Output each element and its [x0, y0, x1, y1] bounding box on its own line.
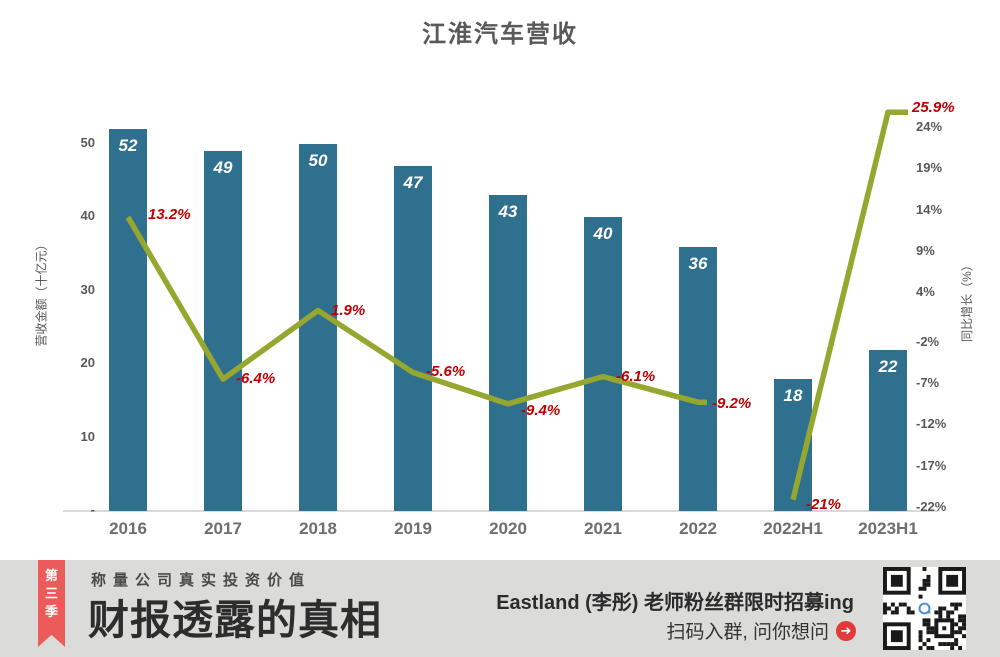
right-axis-tick-label: -17%: [916, 457, 947, 473]
right-axis-tick-label: 24%: [916, 119, 943, 134]
y-axis-tick-label: 20: [80, 355, 95, 371]
qr-code: [883, 567, 966, 650]
recruit-text: Eastland (李彤) 老师粉丝群限时招募ing: [496, 592, 854, 614]
y-axis-tick-label: 10: [80, 428, 95, 444]
x-axis-label: 2017: [204, 519, 242, 538]
bar-value-label: 22: [878, 356, 898, 376]
bar-value-label: 43: [498, 202, 518, 222]
revenue-bar: 22: [869, 349, 907, 511]
growth-value-label: -5.6%: [426, 363, 466, 381]
right-axis-tick-label: 14%: [916, 201, 943, 217]
x-axis-label: 2020: [489, 519, 527, 538]
x-axis-label: 2022: [679, 519, 717, 538]
growth-value-label: -9.4%: [521, 401, 561, 419]
x-axis-label: 2016: [109, 519, 147, 538]
growth-value-label: -6.1%: [616, 367, 656, 385]
bar-value-label: 36: [688, 253, 708, 273]
right-axis-tick-label: -12%: [916, 416, 947, 432]
right-axis-tick-label: 9%: [916, 242, 935, 258]
scan-row: 扫码入群, 问你想问 ➜: [666, 617, 856, 644]
ribbon-char: 季: [44, 604, 58, 619]
y-axis-tick-label: 40: [80, 208, 95, 224]
revenue-bar: 47: [394, 166, 432, 511]
x-axis-label: 2023H1: [858, 519, 918, 538]
left-axis-title: 营收金额（十亿元）: [34, 238, 49, 347]
revenue-bar: 50: [299, 144, 337, 511]
bar-value-label: 18: [783, 385, 803, 405]
revenue-bar: 36: [679, 246, 717, 511]
footer-banner: 第三季 称量公司真实投资价值 财报透露的真相 Eastland (李彤) 老师粉…: [0, 560, 1000, 657]
bar-value-label: 52: [118, 136, 138, 156]
x-axis-label: 2022H1: [763, 519, 823, 538]
right-axis-tick-label: 19%: [916, 160, 943, 176]
banner-title: 财报透露的真相: [88, 597, 382, 643]
right-axis-tick-label: -22%: [916, 498, 947, 514]
banner-tagline: 称量公司真实投资价值: [91, 572, 312, 589]
bar-value-label: 50: [308, 151, 328, 170]
y-axis-tick-label: 30: [80, 281, 95, 297]
y-axis-tick-label: -: [90, 502, 95, 517]
growth-value-label: -9.2%: [712, 395, 752, 413]
season-ribbon: 第三季: [38, 560, 65, 647]
ribbon-char: 三: [44, 586, 58, 601]
bar-value-label: 49: [213, 158, 233, 178]
x-axis-label: 2021: [584, 519, 622, 538]
revenue-chart: 江淮汽车营收 营收金额（十亿元） 同比增长（%） 50 40 30 20 10 - 24% 1…: [34, 21, 974, 538]
bar-value-label: 40: [593, 224, 613, 244]
revenue-bar: 49: [204, 151, 242, 511]
x-axis-label: 2018: [299, 519, 337, 538]
y-axis-tick-label: 50: [80, 135, 95, 150]
growth-value-label: 13.2%: [148, 206, 191, 224]
growth-value-label: -21%: [806, 495, 842, 513]
revenue-bar: 52: [109, 129, 147, 511]
right-axis-title: 同比增长（%）: [959, 259, 974, 342]
x-axis-line: [63, 510, 938, 512]
revenue-bar: 43: [489, 195, 527, 511]
revenue-bar: 40: [584, 217, 622, 511]
revenue-bar: 18: [774, 378, 812, 511]
growth-value-label: -6.4%: [236, 370, 276, 388]
right-axis-tick-label: 4%: [916, 284, 935, 300]
ribbon-char: 第: [44, 568, 58, 583]
right-axis-tick-label: -7%: [916, 375, 940, 391]
growth-value-label: 25.9%: [912, 99, 955, 117]
x-axis-label: 2019: [394, 519, 432, 538]
chart-title: 江淮汽车营收: [422, 21, 578, 48]
scan-text: 扫码入群, 问你想问: [666, 622, 829, 643]
growth-value-label: 1.9%: [331, 301, 366, 319]
bar-value-label: 47: [403, 173, 423, 193]
right-axis-tick-label: -2%: [916, 333, 940, 349]
arrow-right-icon: ➜: [836, 620, 856, 641]
